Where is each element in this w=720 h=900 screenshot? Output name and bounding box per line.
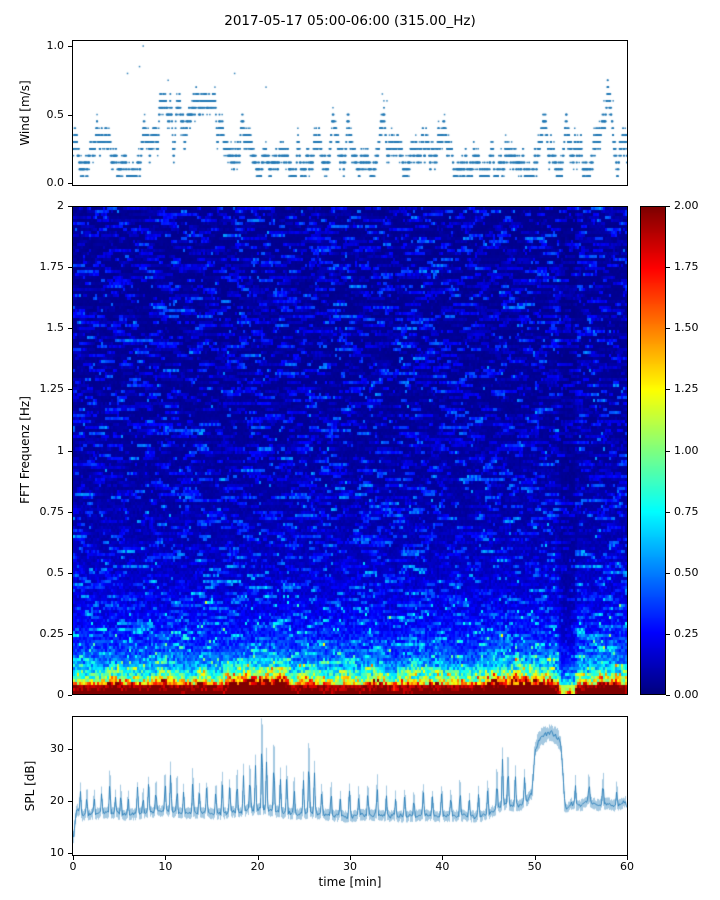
colorbar	[640, 206, 666, 695]
xtick-mark	[350, 856, 351, 860]
fft-ytick-label: 2	[57, 199, 64, 212]
wind-scatter-canvas	[73, 41, 627, 185]
x-axis-label: time [min]	[318, 875, 382, 889]
xtick-mark	[257, 856, 259, 860]
wind-ytick-mark	[68, 114, 72, 116]
spectrogram-canvas	[73, 207, 627, 694]
fft-ytick-mark	[68, 389, 72, 391]
fft-ytick-mark	[68, 328, 72, 330]
spl-ytick-label: 10	[50, 846, 64, 859]
fft-ytick-label: 1.75	[39, 260, 65, 274]
xtick-label: 30	[343, 860, 357, 873]
spl-plot	[72, 716, 628, 856]
fft-ytick-label: 1	[57, 443, 64, 457]
colorbar-tick-label: 1.00	[674, 443, 699, 457]
colorbar-tick-label: 0.50	[674, 565, 699, 579]
fft-ytick-label: 0	[57, 688, 64, 701]
fft-ytick-mark	[68, 450, 72, 452]
spl-ytick-mark	[68, 853, 72, 854]
fft-ytick-mark	[68, 572, 72, 574]
xtick-mark	[442, 856, 444, 860]
fft-ytick-mark	[68, 511, 72, 513]
figure-title: 2017-05-17 05:00-06:00 (315.00_Hz)	[224, 13, 476, 29]
colorbar-tick-mark	[666, 206, 670, 207]
xtick-label: 10	[158, 860, 173, 873]
xtick-mark	[165, 856, 167, 860]
colorbar-tick-mark	[666, 450, 670, 452]
spl-line-canvas	[73, 717, 627, 855]
colorbar-tick-label: 2.00	[674, 199, 699, 212]
fft-ytick-mark	[68, 206, 72, 207]
spl-ytick-mark	[68, 801, 72, 802]
wind-plot	[72, 40, 628, 186]
xtick-label: 0	[69, 860, 77, 873]
colorbar-tick-mark	[666, 267, 670, 269]
colorbar-tick-label: 0.25	[674, 626, 699, 640]
colorbar-tick-label: 0.75	[674, 504, 699, 518]
fft-ytick-label: 0.5	[46, 565, 65, 579]
wind-ytick-label: 1.0	[46, 39, 65, 52]
colorbar-tick-label: 1.75	[674, 260, 699, 274]
colorbar-tick-mark	[666, 695, 670, 696]
colorbar-tick-mark	[666, 511, 670, 513]
colorbar-canvas	[641, 207, 665, 694]
wind-ytick-label: 0.5	[46, 107, 65, 121]
colorbar-tick-mark	[666, 389, 670, 391]
xtick-mark	[627, 856, 628, 860]
spl-ytick-label: 20	[50, 794, 64, 807]
spl-ytick-label: 30	[50, 742, 64, 755]
wind-ytick-label: 0.0	[46, 176, 65, 189]
colorbar-tick-label: 0.00	[674, 688, 699, 701]
fft-ytick-mark	[68, 267, 72, 269]
xtick-mark	[73, 856, 74, 860]
spl-ytick-mark	[68, 749, 72, 750]
xtick-label: 50	[527, 860, 542, 873]
colorbar-tick-mark	[666, 328, 670, 330]
wind-ytick-mark	[68, 183, 72, 184]
fft-ytick-label: 1.25	[39, 382, 65, 396]
fft-ytick-label: 1.5	[46, 321, 65, 335]
xtick-label: 60	[620, 860, 634, 873]
xtick-label: 40	[435, 860, 450, 873]
wind-ytick-mark	[68, 46, 72, 47]
xtick-label: 20	[250, 860, 265, 873]
fft-ytick-mark	[68, 695, 72, 696]
colorbar-tick-label: 1.50	[674, 321, 699, 335]
colorbar-tick-mark	[666, 572, 670, 574]
colorbar-tick-mark	[666, 633, 670, 635]
fft-ytick-label: 0.25	[39, 626, 65, 640]
colorbar-tick-label: 1.25	[674, 382, 699, 396]
fft-ytick-label: 0.75	[39, 504, 65, 518]
fft-ytick-mark	[68, 633, 72, 635]
xtick-mark	[534, 856, 536, 860]
spectrogram-plot	[72, 206, 628, 695]
